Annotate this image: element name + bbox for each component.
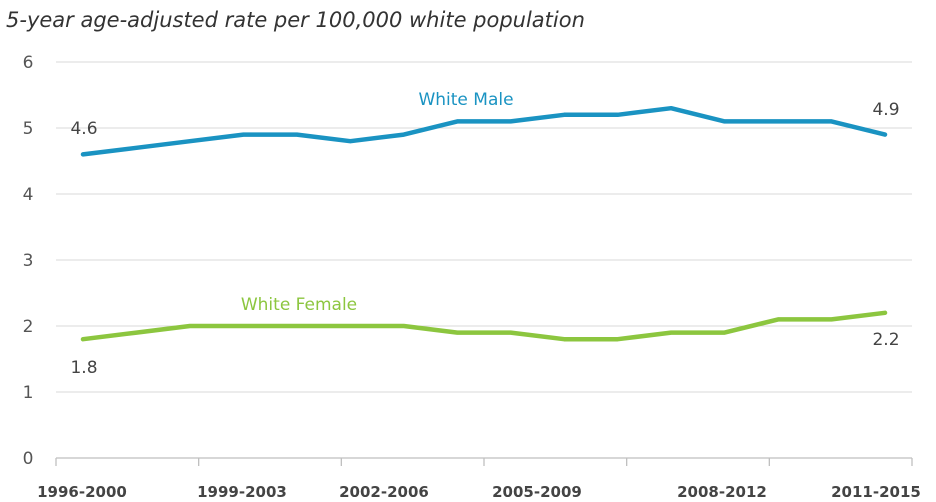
y-tick-label: 3 xyxy=(23,251,34,271)
x-tick-label: 2005-2009 xyxy=(492,483,582,501)
y-tick-label: 0 xyxy=(23,449,34,469)
series-line-white-female xyxy=(80,310,888,342)
y-tick-label: 4 xyxy=(23,185,34,205)
x-axis: 1996-2000 1999-2003 2002-2006 2005-2009 2008… xyxy=(37,457,921,501)
y-axis-ticks: 0 1 2 3 4 5 6 xyxy=(23,53,34,469)
y-tick-label: 2 xyxy=(23,317,34,337)
data-label-female-start: 1.8 xyxy=(70,358,97,378)
x-tick-label: 1996-2000 xyxy=(37,483,127,501)
data-label-male-end: 4.9 xyxy=(872,100,899,120)
data-labels: White Male White Female 4.6 4.9 1.8 2.2 xyxy=(70,90,899,378)
series-label-white-female: White Female xyxy=(241,295,357,315)
data-label-male-start: 4.6 xyxy=(70,119,97,139)
series-lines xyxy=(80,105,888,342)
x-tick-label: 2011-2015 xyxy=(831,483,921,501)
y-tick-label: 5 xyxy=(23,119,34,139)
y-tick-label: 6 xyxy=(23,53,34,73)
chart-subtitle: 5-year age-adjusted rate per 100,000 whi… xyxy=(6,8,585,32)
x-tick-label: 2008-2012 xyxy=(677,483,767,501)
x-tick-label: 1999-2003 xyxy=(197,483,287,501)
series-line-white-male xyxy=(80,105,888,157)
data-label-female-end: 2.2 xyxy=(872,330,899,350)
series-label-white-male: White Male xyxy=(418,90,513,110)
gridlines xyxy=(56,61,912,393)
x-tick-label: 2002-2006 xyxy=(339,483,429,501)
y-tick-label: 1 xyxy=(23,383,34,403)
